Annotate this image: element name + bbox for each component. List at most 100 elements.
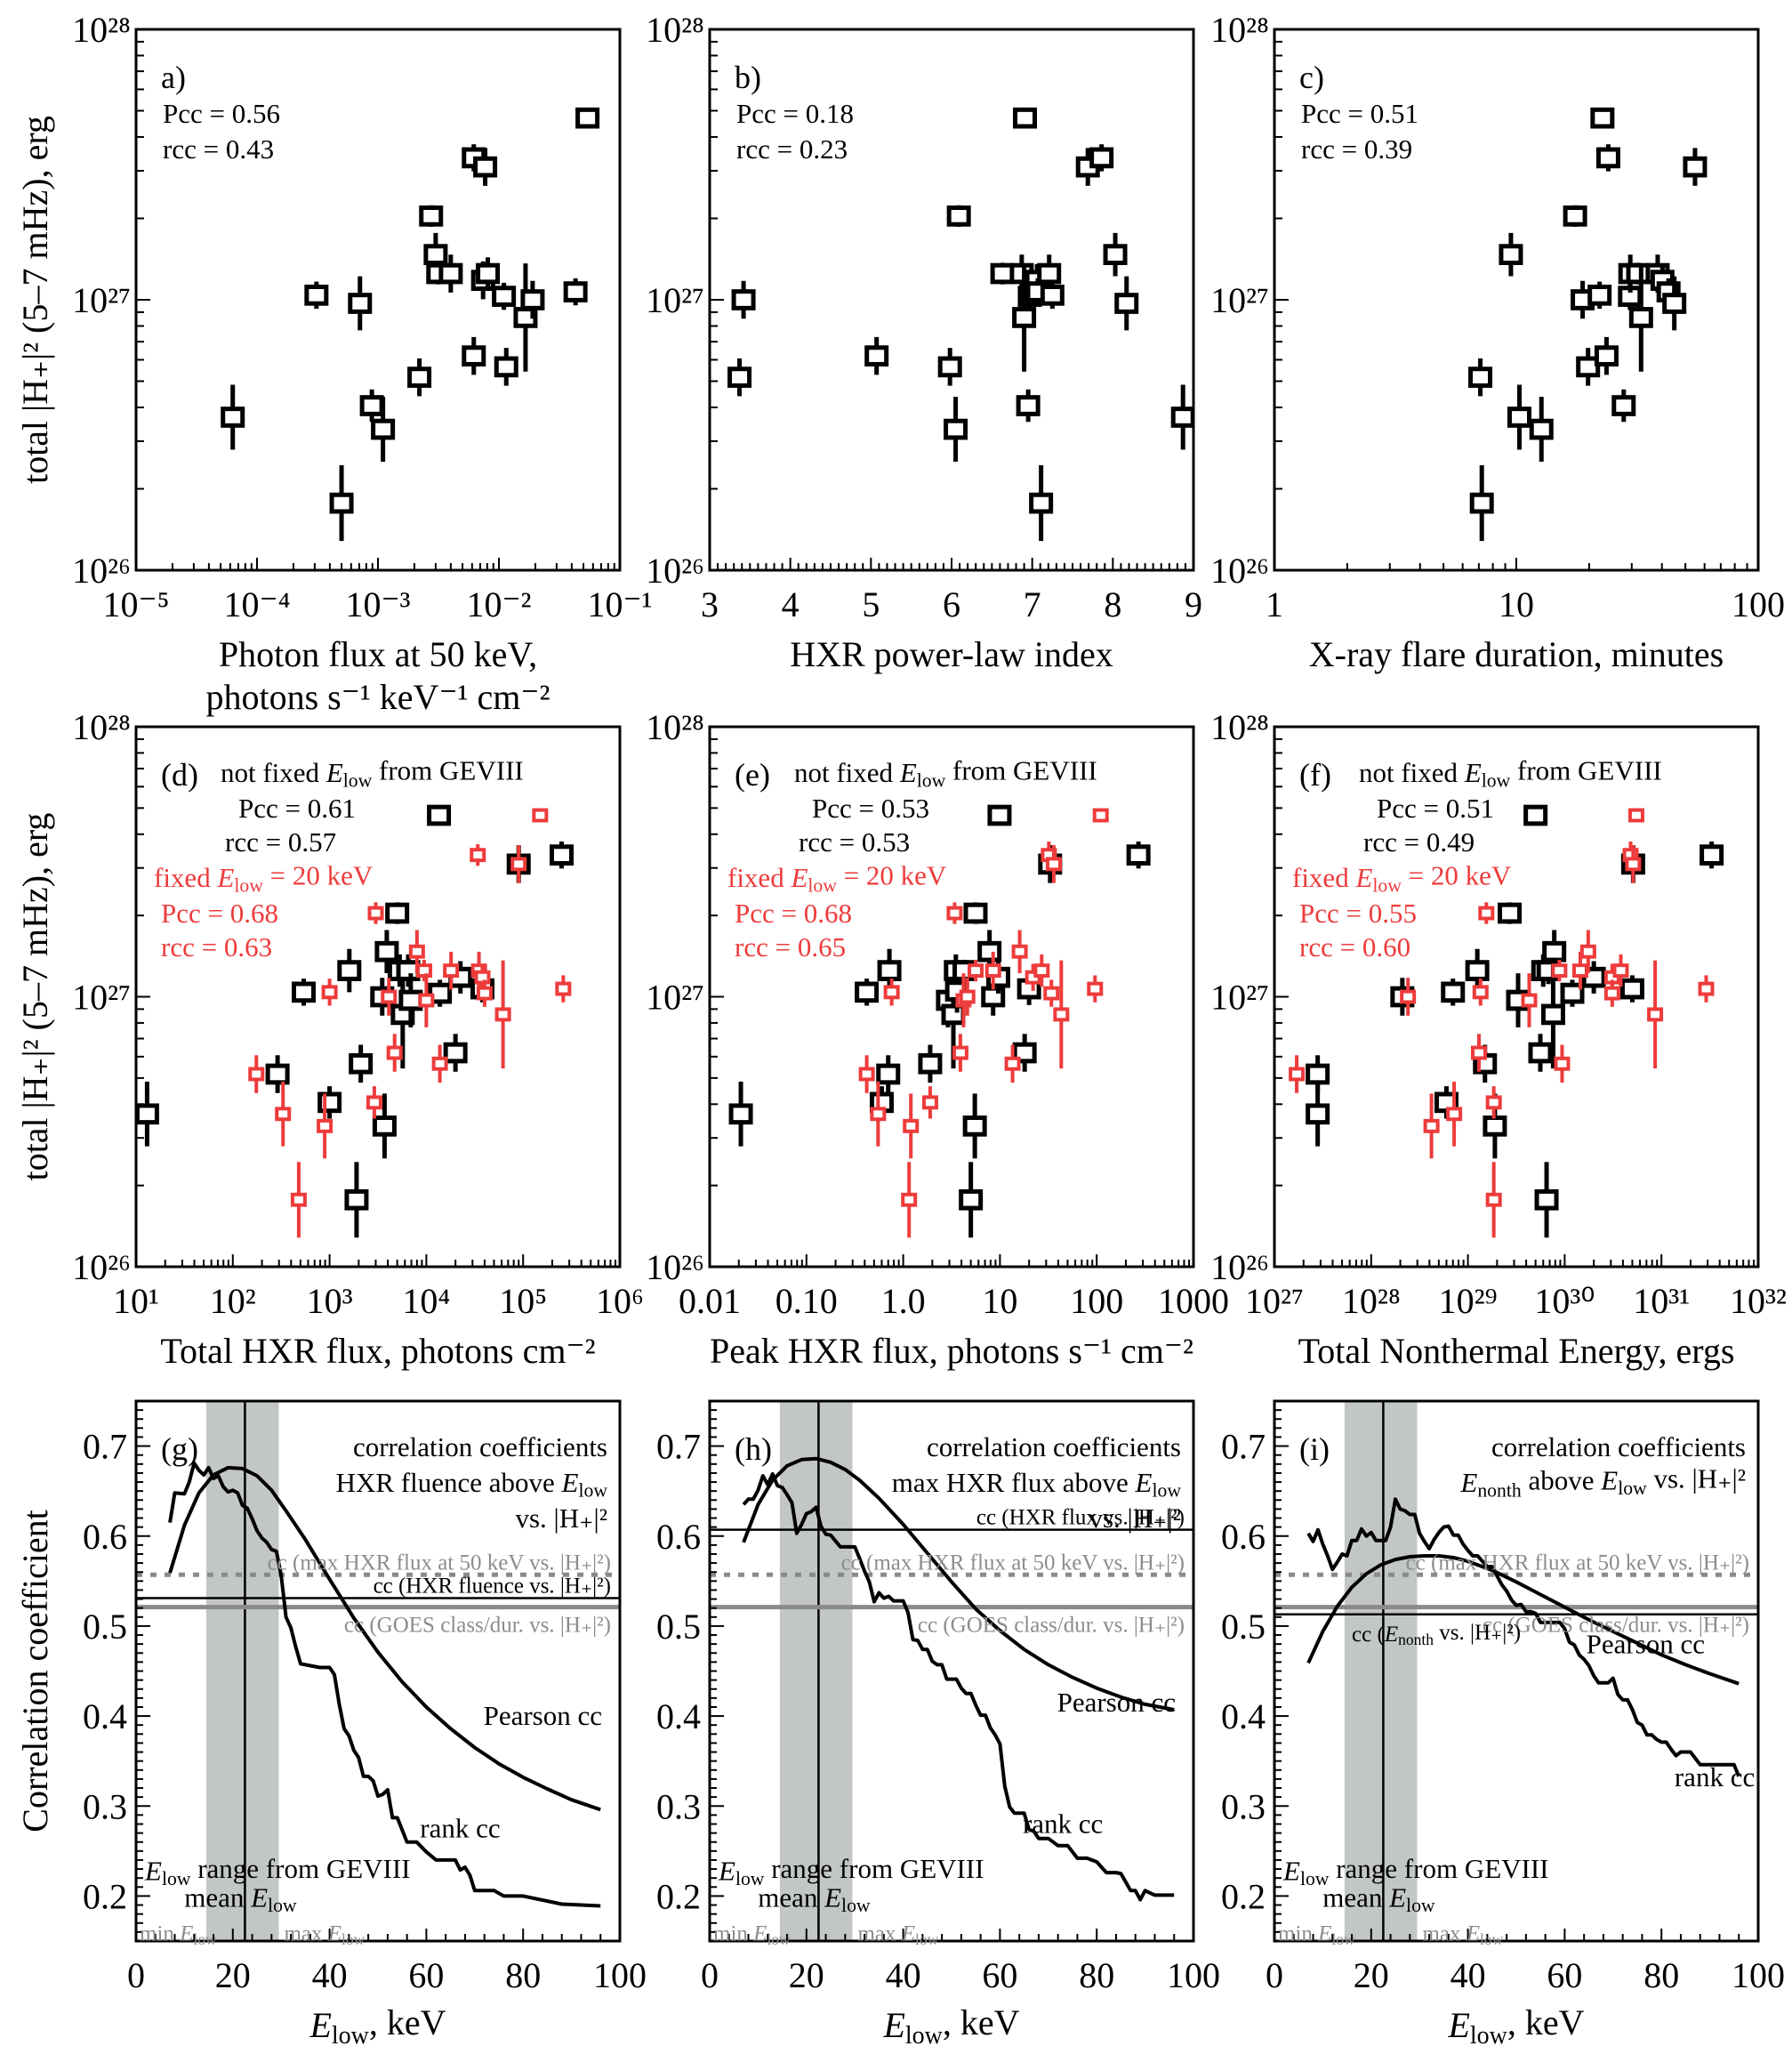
marker	[1016, 395, 1041, 416]
data-point	[1499, 232, 1523, 277]
panel-label: (d)	[161, 757, 198, 793]
panel-f: 10²⁷ 10²⁸ 10²⁹ 10³⁰ 10³¹ 10³²10²⁶10²⁷10²⁸Tota…	[1210, 707, 1787, 1371]
y-tick-label: 0.6	[656, 1517, 701, 1557]
y-tick-label: 10²⁷	[1210, 280, 1269, 320]
marker	[329, 492, 354, 514]
marker	[317, 1118, 333, 1133]
annotation: Pcc = 0.51	[1301, 98, 1418, 129]
data-point	[1700, 841, 1724, 869]
pearson-cc-curve	[1306, 1554, 1740, 1686]
marker	[1468, 367, 1493, 388]
marker	[1033, 963, 1050, 979]
data-point	[1554, 1044, 1571, 1083]
data-point	[1011, 930, 1028, 973]
marker	[1528, 1042, 1553, 1064]
y-axis-title: total |H₊|² (5–7 mHz), erg	[15, 813, 55, 1181]
data-point	[1400, 978, 1417, 1016]
data-point	[248, 1055, 265, 1093]
x-tick-label: 60	[408, 1955, 444, 1995]
data-point	[946, 902, 963, 924]
annotation: rcc = 0.23	[736, 133, 848, 165]
y-tick-label: 10²⁶	[1210, 1247, 1269, 1287]
y-tick-label: 0.2	[83, 1876, 127, 1916]
data-point	[1465, 948, 1490, 993]
marker	[427, 804, 452, 826]
marker	[1499, 244, 1523, 265]
x-axis-title: Elow​, keV	[309, 2002, 446, 2046]
y-tick-label: 10²⁷	[72, 978, 131, 1018]
reference-line-label: cc (max HXR flux at 50 keV vs. |H₊|²)	[1406, 1551, 1749, 1575]
data-point	[438, 254, 463, 293]
x-tick-label: 40	[312, 1955, 348, 1995]
x-tick-label: 10⁻⁵	[102, 584, 169, 624]
marker	[1627, 808, 1644, 823]
x-tick-label: 100	[1732, 1955, 1785, 1995]
x-tick-label: 60	[1547, 1955, 1582, 1995]
data-point	[728, 1081, 753, 1147]
x-tick-label: 100	[1167, 1955, 1220, 1995]
marker	[1625, 857, 1642, 872]
annotation: Pcc = 0.51	[1377, 793, 1494, 824]
annotation: rcc = 0.65	[735, 931, 846, 963]
marker	[941, 1003, 966, 1026]
panel-title: vs. |H₊|²	[515, 1502, 607, 1534]
data-point	[990, 262, 1015, 285]
x-tick-label: 80	[505, 1955, 541, 1995]
panel-label: c)	[1299, 60, 1324, 95]
data-point	[1594, 336, 1619, 375]
annotation: fixed Elow​ = 20 keV	[1292, 860, 1512, 897]
plot-area	[1468, 107, 1708, 542]
data-point	[431, 1044, 448, 1083]
panel-label: (e)	[735, 757, 770, 793]
elow-range-label: Elow​ range from GEVIII	[718, 1853, 984, 1889]
marker	[858, 1067, 875, 1082]
marker	[337, 960, 362, 981]
data-point	[1507, 384, 1531, 450]
x-tick-label: 10	[1499, 584, 1534, 624]
data-point	[921, 1086, 938, 1119]
max-elow-label: max Elow​	[1422, 1921, 1503, 1947]
x-tick-label: 100	[593, 1955, 647, 1995]
x-tick-label: 0.01	[679, 1281, 741, 1321]
data-point	[494, 348, 518, 386]
marker	[492, 286, 517, 307]
marker	[946, 906, 963, 921]
data-point	[366, 1086, 382, 1119]
marker	[1037, 262, 1062, 285]
elow-range-label: Elow​ range from GEVIII	[144, 1853, 411, 1889]
annotation: Pcc = 0.68	[161, 898, 278, 929]
panel-title: max HXR flux above Elow​	[892, 1467, 1182, 1501]
x-tick-label: 0	[701, 1955, 719, 1995]
data-point	[1040, 281, 1065, 310]
data-point	[1470, 1034, 1487, 1072]
marker	[1114, 293, 1139, 314]
x-tick-label: 10³⁰	[1534, 1281, 1595, 1321]
y-tick-label: 10²⁷	[72, 280, 131, 320]
panel-title: correlation coefficients	[353, 1431, 607, 1462]
data-point	[1126, 841, 1151, 869]
data-point	[462, 336, 486, 375]
y-tick-label: 0.3	[1221, 1786, 1266, 1826]
marker	[1498, 902, 1523, 924]
y-tick-label: 10²⁸	[646, 707, 704, 747]
data-point	[349, 1044, 374, 1083]
marker	[1483, 1115, 1507, 1137]
data-point	[1485, 1086, 1502, 1119]
data-point	[443, 1034, 468, 1072]
marker	[367, 906, 384, 921]
x-tick-label: 80	[1643, 1955, 1679, 1995]
marker	[1465, 960, 1490, 981]
data-point	[1170, 384, 1193, 450]
data-point	[1016, 389, 1041, 423]
y-tick-label: 0.4	[83, 1696, 127, 1736]
marker	[248, 1067, 265, 1082]
data-point	[1004, 1044, 1021, 1083]
data-point	[984, 951, 1001, 990]
data-point	[877, 948, 902, 993]
marker	[876, 1063, 901, 1085]
marker	[476, 262, 501, 285]
y-axis-title: total |H₊|² (5–7 mHz), erg	[15, 116, 55, 484]
x-tick-label: 10⁻³	[345, 584, 410, 624]
data-point	[870, 1081, 887, 1147]
